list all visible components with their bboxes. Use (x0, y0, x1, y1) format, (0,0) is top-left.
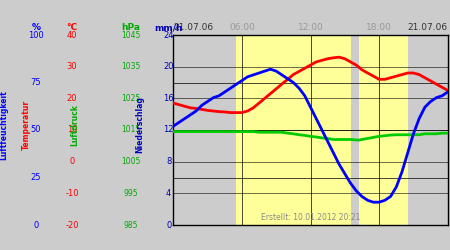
Text: 20: 20 (67, 94, 77, 103)
Text: Temperatur: Temperatur (22, 100, 31, 150)
Text: 12:00: 12:00 (297, 24, 324, 32)
Text: 1045: 1045 (121, 30, 140, 40)
Text: 0: 0 (69, 157, 75, 166)
Text: -20: -20 (65, 220, 79, 230)
Text: mm/h: mm/h (154, 24, 183, 32)
Text: 1035: 1035 (121, 62, 140, 71)
Text: Erstellt: 10.01.2012 20:21: Erstellt: 10.01.2012 20:21 (261, 214, 360, 222)
Text: 1005: 1005 (121, 157, 140, 166)
Text: 100: 100 (28, 30, 44, 40)
Text: Luftdruck: Luftdruck (70, 104, 79, 146)
Text: 25: 25 (31, 173, 41, 182)
Text: 21.07.06: 21.07.06 (408, 24, 448, 32)
Bar (359, 35, 408, 225)
Text: 8: 8 (166, 157, 171, 166)
Text: 18:00: 18:00 (366, 24, 392, 32)
Text: 21.07.06: 21.07.06 (173, 24, 213, 32)
Text: °C: °C (67, 24, 77, 32)
Text: 0: 0 (33, 220, 39, 230)
Text: 0: 0 (166, 220, 171, 230)
Text: 24: 24 (163, 30, 174, 40)
Text: 1025: 1025 (121, 94, 140, 103)
Text: 06:00: 06:00 (229, 24, 255, 32)
Text: 4: 4 (166, 189, 171, 198)
Text: 995: 995 (123, 189, 138, 198)
Text: 1015: 1015 (121, 126, 140, 134)
Text: %: % (32, 24, 40, 32)
Text: 16: 16 (163, 94, 174, 103)
Text: 20: 20 (163, 62, 174, 71)
Text: -10: -10 (65, 189, 79, 198)
Text: 75: 75 (31, 78, 41, 87)
Text: 10: 10 (67, 126, 77, 134)
Text: hPa: hPa (121, 24, 140, 32)
Bar (236, 35, 351, 225)
Text: 40: 40 (67, 30, 77, 40)
Text: 985: 985 (123, 220, 138, 230)
Text: 12: 12 (163, 126, 174, 134)
Text: 50: 50 (31, 126, 41, 134)
Text: Niederschlag: Niederschlag (135, 96, 144, 154)
Text: Luftfeuchtigkeit: Luftfeuchtigkeit (0, 90, 8, 160)
Text: 30: 30 (67, 62, 77, 71)
